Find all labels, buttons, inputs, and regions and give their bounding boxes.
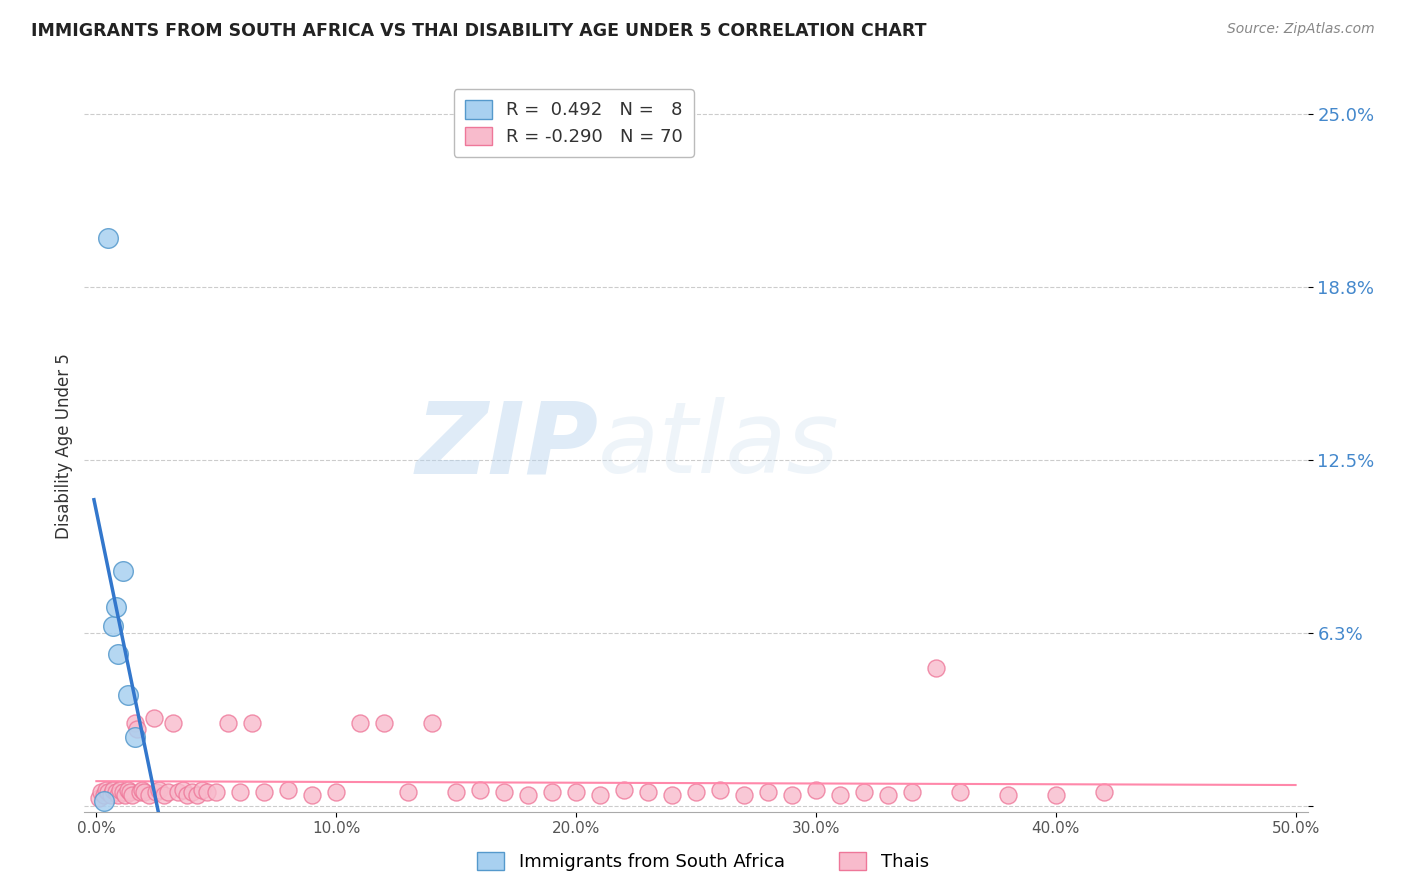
Point bbox=[804, 782, 827, 797]
Point bbox=[142, 710, 165, 724]
Point bbox=[107, 647, 129, 661]
Point bbox=[100, 788, 122, 802]
Point bbox=[157, 785, 180, 799]
Point bbox=[517, 788, 540, 802]
Point bbox=[152, 788, 174, 802]
Point bbox=[97, 785, 120, 799]
Point bbox=[949, 785, 972, 799]
Point bbox=[118, 785, 141, 799]
Point bbox=[733, 788, 755, 802]
Point bbox=[111, 564, 134, 578]
Point bbox=[325, 785, 347, 799]
Point bbox=[94, 782, 117, 797]
Point bbox=[637, 785, 659, 799]
Point bbox=[373, 716, 395, 731]
Point bbox=[97, 231, 120, 245]
Text: ZIP: ZIP bbox=[415, 398, 598, 494]
Point bbox=[117, 689, 139, 703]
Point bbox=[172, 782, 194, 797]
Text: Source: ZipAtlas.com: Source: ZipAtlas.com bbox=[1227, 22, 1375, 37]
Point bbox=[205, 785, 228, 799]
Point bbox=[93, 788, 115, 802]
Point bbox=[87, 790, 110, 805]
Point bbox=[1092, 785, 1115, 799]
Point bbox=[709, 782, 731, 797]
Point bbox=[124, 716, 146, 731]
Point bbox=[107, 788, 129, 802]
Point bbox=[176, 788, 198, 802]
Point bbox=[997, 788, 1019, 802]
Point bbox=[541, 785, 564, 799]
Point bbox=[876, 788, 898, 802]
Legend: Immigrants from South Africa, Thais: Immigrants from South Africa, Thais bbox=[470, 845, 936, 879]
Point bbox=[131, 782, 153, 797]
Point bbox=[111, 785, 134, 799]
Point bbox=[589, 788, 612, 802]
Point bbox=[444, 785, 467, 799]
Text: IMMIGRANTS FROM SOUTH AFRICA VS THAI DISABILITY AGE UNDER 5 CORRELATION CHART: IMMIGRANTS FROM SOUTH AFRICA VS THAI DIS… bbox=[31, 22, 927, 40]
Point bbox=[901, 785, 924, 799]
Point bbox=[101, 619, 124, 633]
Point bbox=[685, 785, 707, 799]
Point bbox=[565, 785, 588, 799]
Point bbox=[253, 785, 276, 799]
Point bbox=[229, 785, 252, 799]
Point bbox=[852, 785, 875, 799]
Point bbox=[181, 785, 204, 799]
Point bbox=[1045, 788, 1067, 802]
Point bbox=[780, 788, 803, 802]
Point bbox=[93, 794, 115, 808]
Point bbox=[240, 716, 263, 731]
Point bbox=[191, 782, 214, 797]
Point bbox=[494, 785, 516, 799]
Point bbox=[162, 716, 184, 731]
Point bbox=[90, 785, 112, 799]
Point bbox=[301, 788, 323, 802]
Point bbox=[661, 788, 683, 802]
Point bbox=[114, 788, 136, 802]
Point bbox=[828, 788, 851, 802]
Text: atlas: atlas bbox=[598, 398, 839, 494]
Point bbox=[121, 788, 143, 802]
Point bbox=[195, 785, 218, 799]
Y-axis label: Disability Age Under 5: Disability Age Under 5 bbox=[55, 353, 73, 539]
Point bbox=[101, 782, 124, 797]
Point bbox=[117, 782, 139, 797]
Point bbox=[186, 788, 208, 802]
Point bbox=[104, 785, 127, 799]
Point bbox=[167, 785, 190, 799]
Point bbox=[124, 730, 146, 744]
Point bbox=[277, 782, 299, 797]
Point bbox=[148, 782, 170, 797]
Point bbox=[468, 782, 491, 797]
Point bbox=[756, 785, 779, 799]
Point bbox=[104, 599, 127, 614]
Point bbox=[110, 782, 132, 797]
Point bbox=[128, 785, 150, 799]
Point bbox=[134, 785, 156, 799]
Point bbox=[127, 722, 149, 736]
Point bbox=[349, 716, 371, 731]
Point bbox=[138, 788, 160, 802]
Point bbox=[217, 716, 239, 731]
Point bbox=[613, 782, 636, 797]
Point bbox=[396, 785, 419, 799]
Point bbox=[420, 716, 443, 731]
Point bbox=[145, 785, 167, 799]
Point bbox=[925, 660, 948, 674]
Legend: R =  0.492   N =   8, R = -0.290   N = 70: R = 0.492 N = 8, R = -0.290 N = 70 bbox=[454, 89, 693, 157]
